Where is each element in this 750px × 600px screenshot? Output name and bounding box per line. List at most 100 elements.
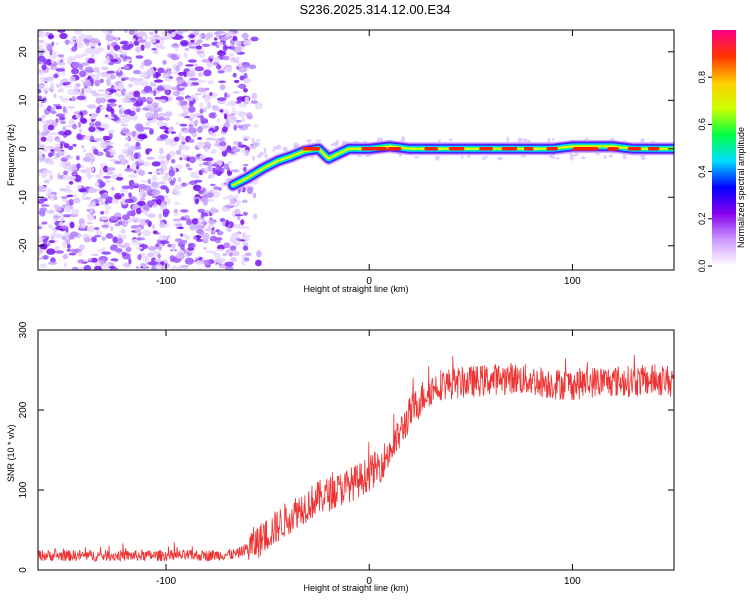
noise-speckle bbox=[108, 103, 118, 107]
noise-speckle bbox=[193, 236, 197, 240]
noise-speckle bbox=[48, 261, 58, 265]
noise-speckle bbox=[157, 67, 165, 74]
noise-speckle bbox=[223, 163, 230, 170]
noise-speckle bbox=[225, 219, 230, 227]
noise-speckle bbox=[243, 88, 248, 93]
ridge-halo-speckle bbox=[434, 155, 440, 161]
noise-speckle bbox=[41, 235, 50, 239]
noise-speckle bbox=[205, 250, 215, 254]
noise-speckle bbox=[189, 77, 199, 81]
noise-speckle bbox=[117, 48, 124, 53]
noise-speckle bbox=[235, 238, 242, 241]
noise-speckle bbox=[233, 232, 240, 236]
noise-speckle bbox=[156, 120, 165, 127]
noise-speckle bbox=[72, 266, 79, 270]
noise-speckle bbox=[188, 106, 196, 113]
noise-speckle bbox=[148, 261, 158, 266]
noise-speckle bbox=[124, 30, 128, 33]
noise-speckle bbox=[197, 221, 202, 226]
noise-speckle bbox=[253, 213, 258, 220]
noise-speckle bbox=[183, 100, 187, 105]
noise-speckle bbox=[173, 90, 178, 95]
noise-speckle bbox=[38, 118, 43, 122]
noise-speckle bbox=[184, 257, 194, 265]
noise-speckle bbox=[160, 39, 165, 44]
noise-speckle bbox=[214, 257, 224, 264]
noise-speckle bbox=[120, 193, 125, 197]
noise-speckle bbox=[148, 171, 153, 175]
noise-speckle bbox=[207, 62, 211, 69]
noise-speckle bbox=[187, 167, 193, 171]
noise-speckle bbox=[101, 74, 105, 78]
noise-speckle bbox=[146, 157, 155, 160]
noise-speckle bbox=[100, 193, 109, 199]
noise-speckle bbox=[57, 89, 61, 93]
noise-speckle bbox=[120, 228, 126, 234]
noise-speckle bbox=[215, 248, 225, 252]
noise-speckle bbox=[67, 57, 73, 64]
noise-speckle bbox=[66, 194, 74, 198]
noise-speckle bbox=[63, 143, 70, 149]
noise-speckle bbox=[121, 44, 131, 51]
noise-speckle bbox=[75, 114, 82, 119]
noise-speckle bbox=[180, 90, 184, 96]
noise-speckle bbox=[147, 200, 155, 207]
noise-speckle bbox=[136, 107, 141, 113]
noise-speckle bbox=[75, 37, 84, 43]
noise-speckle bbox=[70, 164, 78, 171]
noise-speckle bbox=[192, 184, 202, 192]
noise-speckle bbox=[203, 259, 211, 267]
noise-speckle bbox=[100, 140, 106, 148]
noise-speckle bbox=[237, 216, 241, 221]
noise-speckle bbox=[121, 96, 130, 104]
noise-speckle bbox=[54, 205, 62, 212]
noise-speckle bbox=[135, 265, 140, 270]
noise-speckle bbox=[242, 77, 252, 84]
noise-speckle bbox=[190, 39, 195, 43]
noise-speckle bbox=[53, 74, 59, 79]
noise-speckle bbox=[198, 33, 203, 39]
noise-speckle bbox=[121, 51, 128, 57]
noise-speckle bbox=[46, 210, 55, 214]
noise-speckle bbox=[99, 97, 107, 104]
noise-speckle bbox=[203, 69, 212, 77]
ridge-halo-speckle bbox=[520, 155, 526, 158]
noise-speckle bbox=[93, 66, 100, 73]
noise-speckle bbox=[87, 187, 97, 193]
noise-speckle bbox=[39, 243, 48, 250]
noise-speckle bbox=[101, 247, 107, 251]
noise-speckle bbox=[162, 34, 172, 41]
noise-speckle bbox=[212, 105, 220, 112]
noise-speckle bbox=[235, 56, 240, 60]
noise-speckle bbox=[68, 118, 75, 126]
noise-speckle bbox=[183, 71, 187, 78]
noise-speckle bbox=[141, 161, 151, 167]
noise-speckle bbox=[163, 196, 169, 201]
noise-speckle bbox=[170, 131, 176, 135]
noise-speckle bbox=[57, 54, 64, 58]
noise-speckle bbox=[239, 75, 245, 81]
noise-speckle bbox=[148, 119, 158, 124]
noise-speckle bbox=[136, 207, 142, 215]
noise-speckle bbox=[143, 59, 153, 67]
noise-speckle bbox=[173, 208, 178, 214]
noise-speckle bbox=[110, 225, 114, 232]
noise-speckle bbox=[75, 42, 85, 49]
noise-speckle bbox=[185, 64, 194, 67]
noise-speckle bbox=[121, 251, 127, 257]
noise-speckle bbox=[40, 204, 50, 207]
ridge-halo-speckle bbox=[272, 148, 275, 152]
noise-speckle bbox=[233, 239, 240, 247]
noise-speckle bbox=[61, 157, 67, 161]
noise-speckle bbox=[71, 46, 78, 52]
noise-speckle bbox=[70, 249, 80, 254]
ridge-halo-speckle bbox=[251, 137, 255, 142]
noise-speckle bbox=[125, 136, 130, 141]
noise-speckle bbox=[216, 31, 226, 34]
noise-speckle bbox=[163, 263, 171, 269]
noise-speckle bbox=[149, 31, 154, 36]
noise-speckle bbox=[229, 53, 235, 57]
noise-speckle bbox=[47, 34, 55, 39]
noise-speckle bbox=[178, 131, 183, 136]
noise-speckle bbox=[107, 44, 111, 51]
